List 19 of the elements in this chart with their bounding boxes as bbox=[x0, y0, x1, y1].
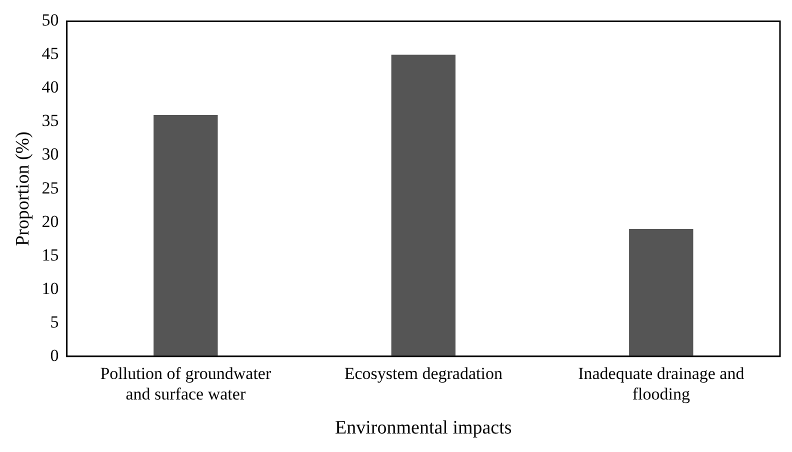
bar bbox=[629, 229, 694, 356]
y-tick-label: 15 bbox=[42, 245, 59, 264]
y-tick-label: 50 bbox=[42, 10, 59, 30]
x-tick-label: Inadequate drainage and flooding bbox=[578, 364, 745, 404]
y-tick-label: 30 bbox=[42, 144, 59, 164]
x-tick-label: Pollution of groundwater and surface water bbox=[100, 364, 272, 404]
x-axis-title: Environmental impacts bbox=[335, 418, 512, 439]
y-tick-label: 10 bbox=[42, 278, 59, 298]
bar bbox=[154, 115, 218, 356]
y-tick-label: 0 bbox=[50, 346, 59, 365]
y-axis-title: Proportion (%) bbox=[12, 132, 34, 246]
y-tick-label: 20 bbox=[42, 212, 59, 231]
bar bbox=[391, 54, 456, 356]
x-tick-label: Ecosystem degradation bbox=[344, 364, 503, 384]
y-tick-label: 25 bbox=[42, 178, 59, 198]
y-tick-label: 35 bbox=[42, 111, 59, 130]
y-tick-label: 45 bbox=[42, 44, 59, 64]
y-tick-label: 5 bbox=[50, 312, 59, 332]
y-tick-label: 40 bbox=[42, 78, 59, 97]
